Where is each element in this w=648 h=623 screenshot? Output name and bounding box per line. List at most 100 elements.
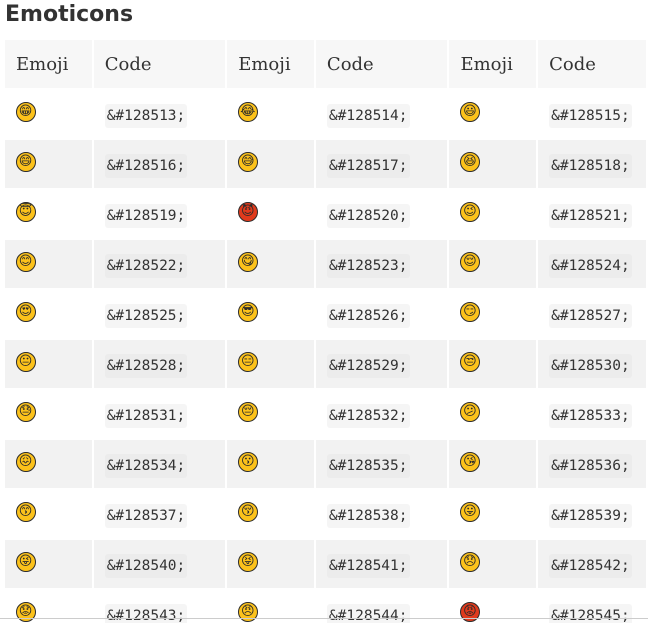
table-row: 😍 &#128525; 😎 &#128526; 😏 &#128527;: [5, 290, 646, 338]
code-cell: &#128521;: [538, 190, 646, 238]
emoji-face-icon: 😚: [238, 502, 259, 522]
emoji-cell: 😋: [227, 240, 314, 288]
code-cell: &#128541;: [315, 540, 448, 588]
html-entity-code: &#128537;: [104, 503, 188, 528]
code-cell: &#128540;: [93, 540, 226, 588]
code-cell: &#128536;: [538, 440, 646, 488]
html-entity-code: &#128523;: [326, 253, 410, 278]
emoji-cell: 😛: [449, 490, 537, 538]
emoji-face-icon: 😘: [460, 452, 481, 472]
emoji-glyph: 😝: [240, 554, 255, 569]
html-entity-code: &#128533;: [549, 403, 632, 428]
scroll-edge-divider: [0, 618, 648, 619]
code-cell: &#128532;: [315, 390, 448, 438]
emoji-face-icon: 😌: [460, 252, 481, 272]
emoji-cell: 😞: [449, 540, 537, 588]
emoji-cell: 😃: [449, 90, 537, 138]
code-cell: &#128539;: [538, 490, 646, 538]
section-title: Emoticons: [5, 2, 134, 27]
emoji-face-icon: 😟: [16, 602, 36, 622]
emoji-glyph: 😏: [463, 304, 477, 319]
emoji-face-icon: 😡: [460, 602, 481, 622]
emoji-face-icon: 😑: [238, 352, 259, 372]
emoji-face-icon: 😝: [238, 552, 259, 572]
emoji-face-icon: 😕: [460, 402, 481, 422]
emoji-face-icon: 😙: [16, 502, 36, 522]
emoji-glyph: 😛: [463, 504, 477, 519]
code-cell: &#128518;: [538, 140, 646, 188]
table-row: 😐 &#128528; 😑 &#128529; 😒 &#128530;: [5, 340, 646, 388]
emoji-cell: 😗: [227, 440, 314, 488]
emoji-cell: 😚: [227, 490, 314, 538]
emoji-glyph: 😂: [240, 104, 256, 119]
emoji-glyph: 😙: [18, 504, 33, 519]
code-cell: &#128542;: [538, 540, 646, 588]
emoji-glyph: 😘: [463, 454, 477, 469]
emoji-face-icon: 😋: [238, 252, 259, 272]
emoji-cell: 😈: [227, 190, 314, 238]
html-entity-code: &#128518;: [549, 153, 632, 178]
html-entity-code: &#128539;: [549, 503, 632, 528]
code-cell: &#128530;: [538, 340, 646, 388]
html-entity-code: &#128526;: [326, 303, 410, 328]
emoji-glyph: 😑: [240, 354, 255, 369]
emoji-glyph: 😠: [240, 604, 255, 619]
code-cell: &#128543;: [93, 590, 226, 623]
emoji-glyph: 😚: [240, 504, 255, 519]
html-entity-code: &#128519;: [104, 203, 188, 228]
code-cell: &#128513;: [93, 90, 226, 138]
html-entity-code: &#128542;: [549, 553, 632, 578]
emoji-cell: 😏: [449, 290, 537, 338]
code-cell: &#128517;: [315, 140, 448, 188]
emoji-cell: 😁: [5, 90, 92, 138]
emoji-face-icon: 😎: [238, 302, 259, 322]
emoji-cell: 😠: [227, 590, 314, 623]
emoji-face-icon: 😏: [460, 302, 481, 322]
code-cell: &#128533;: [538, 390, 646, 438]
html-entity-code: &#128521;: [549, 203, 632, 228]
html-entity-code: &#128525;: [104, 303, 188, 328]
emoji-cell: 😖: [5, 440, 92, 488]
emoji-cell: 😐: [5, 340, 92, 388]
emoji-glyph: 😆: [463, 154, 477, 169]
code-cell: &#128523;: [315, 240, 448, 288]
code-cell: &#128526;: [315, 290, 448, 338]
emoji-cell: 😍: [5, 290, 92, 338]
column-header-emoji: Emoji: [449, 40, 537, 88]
emoji-face-icon: 😇: [16, 202, 36, 222]
html-entity-code: &#128538;: [326, 503, 410, 528]
emoji-cell: 😔: [227, 390, 314, 438]
emoji-cell: 😌: [449, 240, 537, 288]
emoji-face-icon: 😒: [460, 352, 481, 372]
emoji-glyph: 😕: [463, 404, 477, 419]
emoji-glyph: 😅: [240, 154, 255, 169]
code-cell: &#128516;: [93, 140, 226, 188]
emoji-face-icon: 😉: [460, 202, 481, 222]
html-entity-code: &#128543;: [104, 603, 188, 623]
code-cell: &#128529;: [315, 340, 448, 388]
header-row: Emoji Code Emoji Code Emoji Code: [5, 40, 646, 88]
column-header-emoji: Emoji: [5, 40, 92, 88]
code-cell: &#128524;: [538, 240, 646, 288]
emoji-face-icon: 😐: [16, 352, 36, 372]
emoji-glyph: 😄: [18, 154, 33, 169]
code-cell: &#128527;: [538, 290, 646, 338]
code-cell: &#128525;: [93, 290, 226, 338]
html-entity-code: &#128535;: [326, 453, 410, 478]
emoji-cell: 😝: [227, 540, 314, 588]
html-entity-code: &#128524;: [549, 253, 632, 278]
code-cell: &#128545;: [538, 590, 646, 623]
emoji-glyph: 😜: [18, 554, 33, 569]
html-entity-code: &#128544;: [326, 603, 410, 623]
emoji-cell: 😙: [5, 490, 92, 538]
emoji-glyph: 😉: [463, 204, 477, 219]
html-entity-code: &#128516;: [104, 153, 188, 178]
code-cell: &#128535;: [315, 440, 448, 488]
emoji-glyph: 😖: [18, 454, 33, 469]
emoji-glyph: 😒: [463, 354, 477, 369]
emoticons-table: Emoji Code Emoji Code Emoji Code 😁 &#1285…: [3, 38, 648, 623]
emoji-glyph: 😟: [18, 604, 33, 619]
column-header-code: Code: [315, 40, 448, 88]
html-entity-code: &#128529;: [326, 353, 410, 378]
emoji-cell: 😂: [227, 90, 314, 138]
